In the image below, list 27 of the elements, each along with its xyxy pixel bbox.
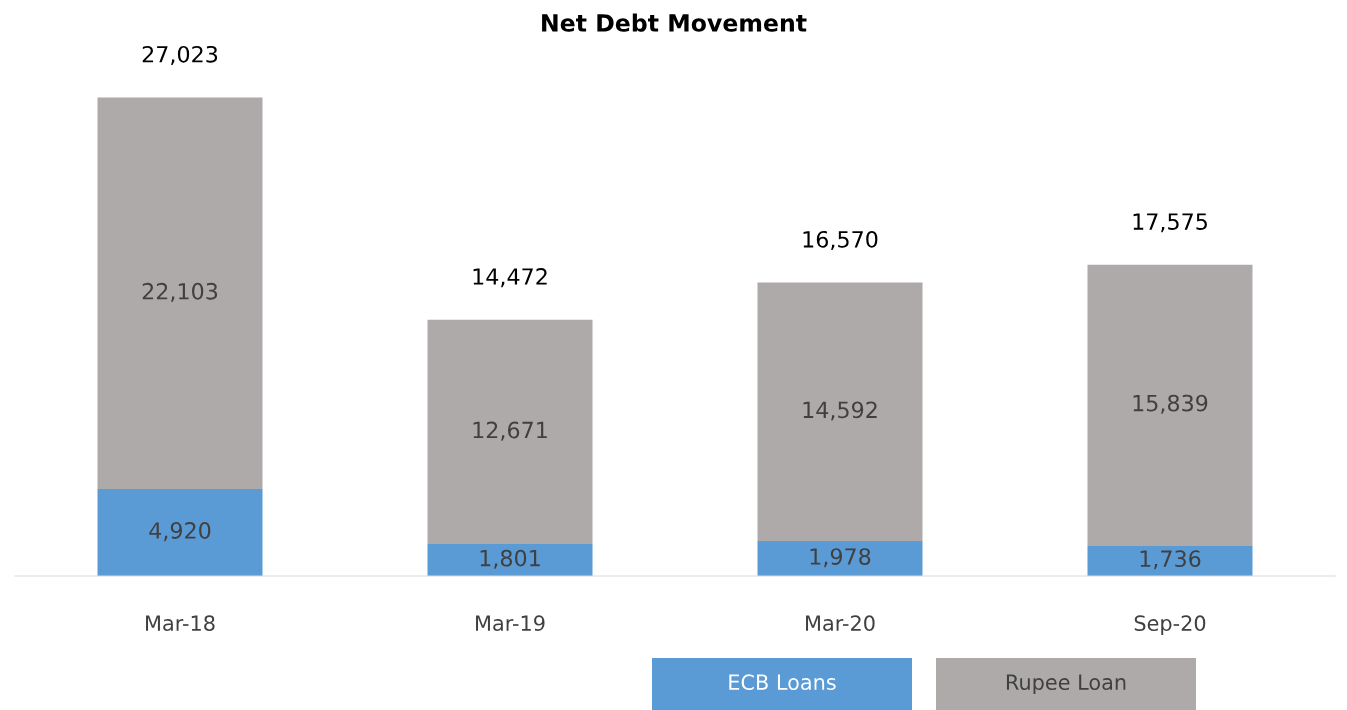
x-tick-label: Mar-18: [146, 615, 215, 632]
bar: [97, 97, 263, 489]
data-label: 1,978: [810, 548, 871, 568]
total-label: 27,023: [142, 45, 218, 65]
bar: [757, 282, 923, 541]
x-tick-label: Mar-19: [476, 615, 545, 632]
data-label: 15,839: [1133, 394, 1208, 414]
data-label: 4,920: [149, 522, 211, 542]
text: Rupee Loan: [1006, 674, 1126, 695]
bar: [97, 488, 263, 576]
total-label: 17,575: [1133, 213, 1207, 233]
bar: [1087, 264, 1253, 546]
bar: [757, 540, 923, 576]
bar: [1087, 545, 1253, 576]
total-label: 14,472: [473, 268, 547, 288]
data-label: 1,736: [1140, 550, 1201, 570]
bar: [427, 544, 593, 576]
total-label: 16,570: [803, 230, 878, 251]
data-label: 14,592: [803, 401, 877, 421]
x-tick-label: Mar-20: [806, 615, 875, 632]
data-label: 12,671: [473, 421, 547, 441]
data-label: 1,801: [480, 549, 540, 569]
x-tick-label: Sep-20: [1134, 615, 1206, 636]
text: ECB Loans: [729, 674, 836, 691]
data-label: 22,103: [142, 282, 218, 302]
bar: [427, 319, 593, 545]
chart-title: Net Debt Movement: [542, 13, 807, 32]
